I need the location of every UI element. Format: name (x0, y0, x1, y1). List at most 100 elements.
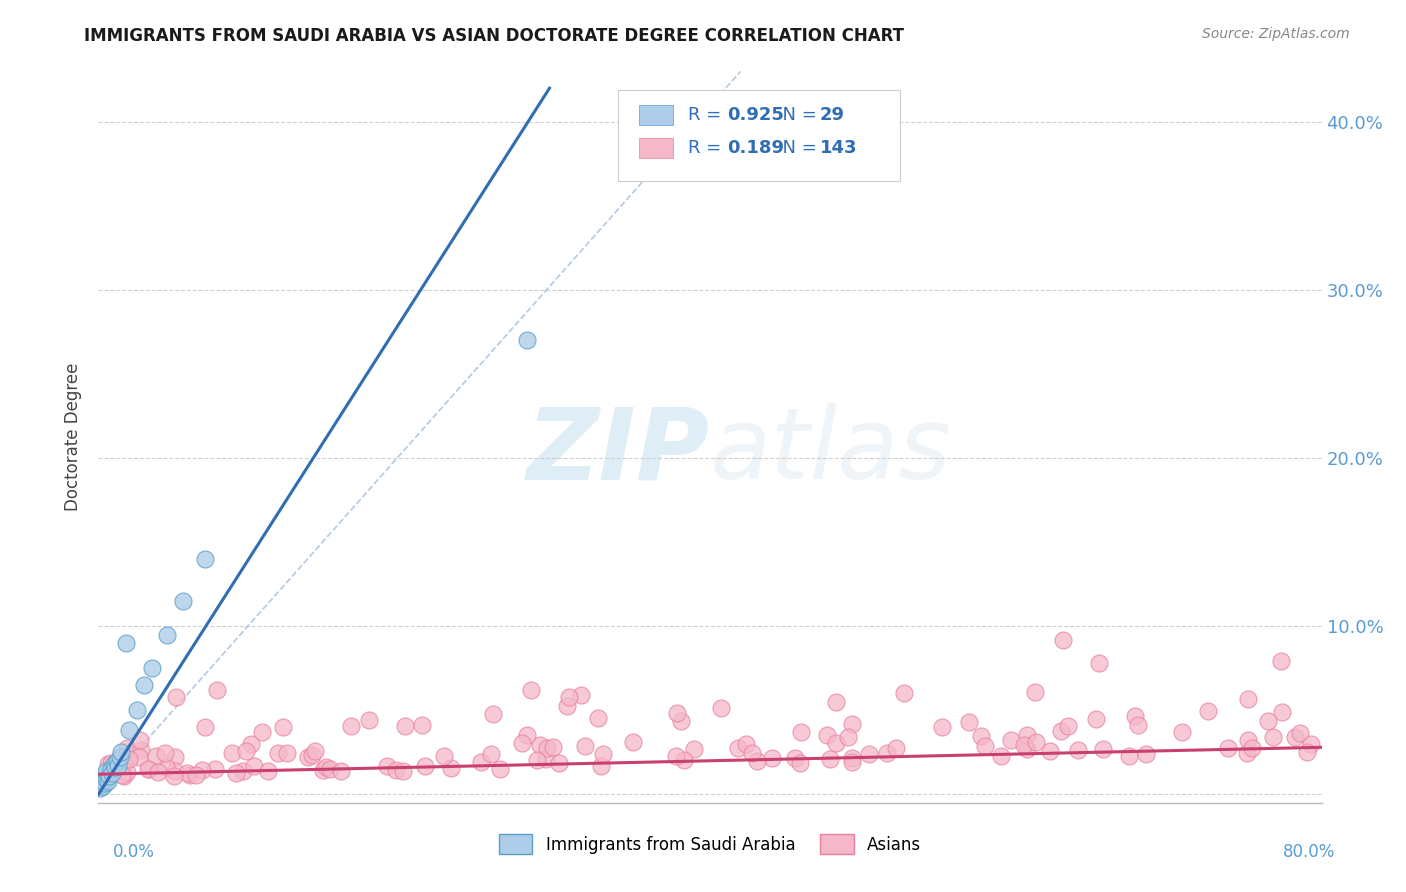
Point (115, 741, 138, 756)
Point (118, 723, 141, 738)
Point (970, 729, 993, 743)
Point (115, 764, 138, 779)
Point (815, 729, 838, 743)
Point (479, 747, 502, 761)
Text: N =: N = (772, 106, 823, 124)
Point (207, 682, 229, 697)
Point (242, 759, 264, 773)
Point (98, 769, 121, 783)
Point (315, 760, 337, 774)
Point (683, 742, 706, 756)
Point (250, 725, 273, 739)
Point (153, 747, 176, 761)
Point (89, 780, 111, 795)
Point (588, 711, 610, 725)
Point (108, 750, 131, 764)
Point (1024, 685, 1046, 699)
Point (97, 756, 120, 771)
Point (156, 627, 179, 641)
Point (176, 765, 198, 780)
Point (97, 773, 120, 788)
Point (304, 744, 326, 758)
Text: 143: 143 (820, 139, 858, 157)
Point (433, 748, 456, 763)
Point (671, 714, 693, 728)
Text: 0.189: 0.189 (727, 139, 785, 157)
Point (876, 746, 898, 760)
Point (591, 758, 613, 772)
Point (101, 765, 124, 780)
Point (276, 746, 298, 760)
Legend: Immigrants from Saudi Arabia, Asians: Immigrants from Saudi Arabia, Asians (492, 828, 928, 860)
Point (91, 779, 114, 793)
Point (825, 736, 848, 750)
Point (301, 747, 323, 762)
Text: 29: 29 (820, 106, 845, 124)
Point (1218, 741, 1240, 756)
Text: IMMIGRANTS FROM SAUDI ARABIA VS ASIAN DOCTORATE DEGREE CORRELATION CHART: IMMIGRANTS FROM SAUDI ARABIA VS ASIAN DO… (84, 27, 904, 45)
Text: 0.0%: 0.0% (112, 843, 155, 861)
Point (357, 713, 380, 727)
Point (1000, 733, 1022, 747)
Point (1050, 724, 1073, 739)
Point (91, 771, 114, 785)
Point (112, 769, 135, 783)
Point (488, 763, 510, 777)
Point (190, 763, 212, 777)
Point (957, 714, 980, 729)
Point (134, 678, 156, 692)
Point (94, 764, 117, 778)
Point (100, 756, 122, 770)
Text: 80.0%: 80.0% (1284, 843, 1336, 861)
Point (128, 733, 150, 747)
Point (1123, 709, 1146, 723)
Point (1118, 749, 1140, 764)
Point (1091, 741, 1114, 756)
Point (1057, 719, 1080, 733)
Point (1288, 725, 1310, 739)
Text: ZIP: ZIP (527, 403, 710, 500)
Point (1299, 737, 1322, 751)
Point (529, 738, 551, 752)
Point (184, 768, 207, 782)
Text: atlas: atlas (710, 403, 952, 500)
Point (841, 717, 863, 731)
Point (574, 739, 596, 754)
Point (172, 594, 194, 608)
Point (571, 688, 593, 702)
Point (340, 719, 363, 733)
Point (163, 764, 186, 778)
Point (510, 736, 533, 750)
Point (93, 775, 115, 789)
Point (884, 740, 907, 755)
Point (129, 743, 152, 757)
Point (145, 749, 167, 764)
Point (155, 760, 177, 774)
Point (1271, 705, 1294, 719)
Point (93, 767, 115, 781)
Point (1015, 742, 1038, 756)
Point (1135, 747, 1157, 761)
Point (1052, 632, 1074, 647)
Point (297, 750, 319, 764)
Point (761, 750, 783, 764)
FancyBboxPatch shape (619, 90, 900, 181)
Point (1296, 745, 1319, 759)
Point (1039, 744, 1062, 758)
Point (536, 741, 558, 756)
Point (548, 756, 571, 770)
Point (115, 636, 138, 650)
Point (267, 746, 290, 760)
Text: R =: R = (688, 139, 727, 157)
Point (319, 763, 342, 777)
Point (1241, 740, 1264, 755)
Point (1067, 743, 1090, 757)
Point (394, 718, 416, 732)
Point (974, 739, 997, 753)
Point (1257, 714, 1279, 728)
Point (1126, 718, 1149, 732)
Point (204, 762, 226, 776)
Text: 0.925: 0.925 (727, 106, 785, 124)
Point (221, 746, 243, 760)
Point (735, 737, 758, 751)
